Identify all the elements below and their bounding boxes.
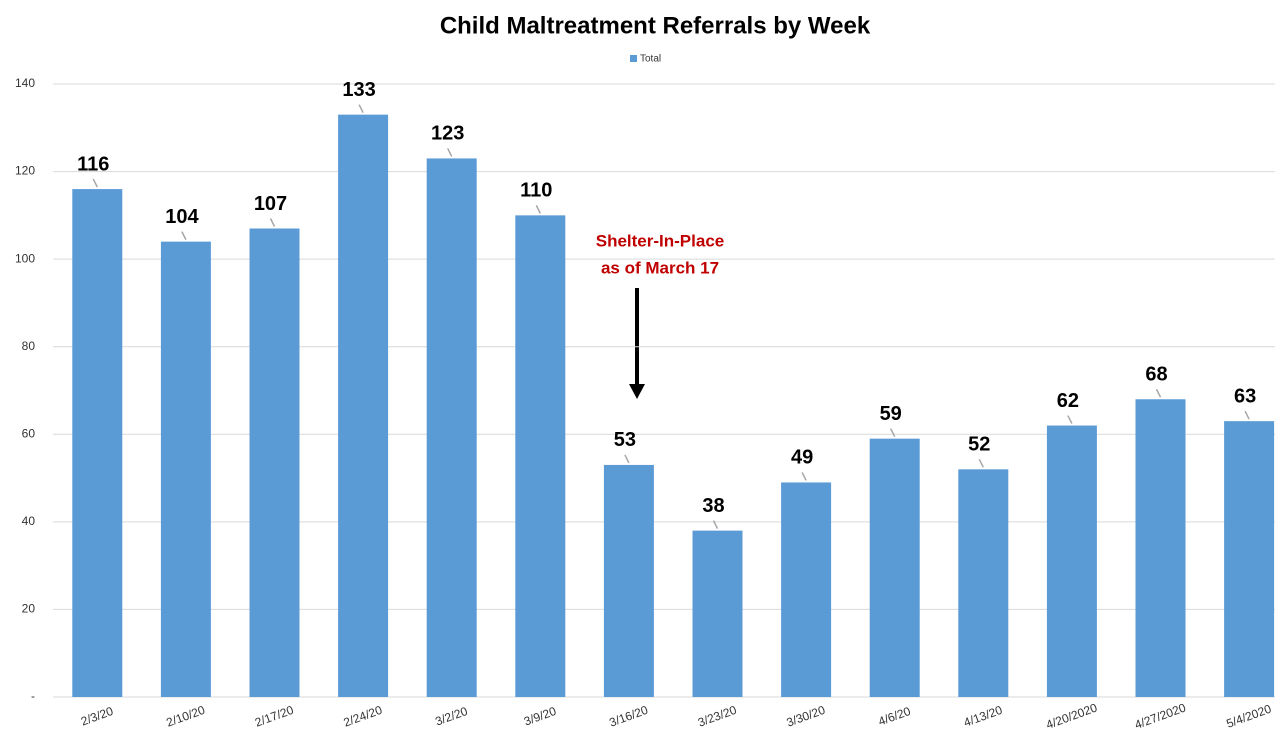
data-label: 59 <box>880 403 902 425</box>
x-tick-label: 2/3/20 <box>79 704 115 729</box>
y-tick-label: 120 <box>15 164 35 178</box>
chart-title: Child Maltreatment Referrals by Week <box>440 12 871 39</box>
x-tick-label: 4/20/2020 <box>1044 700 1099 732</box>
x-tick-label: 2/17/20 <box>253 703 296 730</box>
x-tick-label: 4/27/2020 <box>1133 700 1188 732</box>
label-leader <box>358 104 364 113</box>
y-tick-label: 20 <box>22 602 36 616</box>
data-label: 38 <box>702 495 724 517</box>
data-label: 123 <box>431 123 464 145</box>
data-label: 110 <box>520 180 552 202</box>
x-tick-label: 2/24/20 <box>342 703 385 730</box>
label-leader <box>890 428 896 437</box>
data-label: 52 <box>968 434 990 456</box>
x-tick-label: 4/13/20 <box>962 703 1005 730</box>
y-tick-label: - <box>31 689 35 703</box>
label-leader <box>535 205 541 214</box>
y-tick-label: 60 <box>22 426 36 440</box>
bar <box>515 215 566 697</box>
bar <box>249 228 300 697</box>
data-label: 116 <box>77 153 109 175</box>
data-label: 68 <box>1145 364 1167 386</box>
annotation: Shelter-In-Place <box>596 231 725 250</box>
bar <box>692 530 743 697</box>
bar <box>1135 399 1186 697</box>
label-leader <box>1155 388 1162 398</box>
legend-label: Total <box>640 54 661 65</box>
data-label: 63 <box>1234 385 1256 407</box>
x-tick-label: 3/30/20 <box>785 703 828 730</box>
label-leader <box>447 148 453 157</box>
bar <box>603 464 654 697</box>
label-leader <box>92 178 98 188</box>
data-label: 62 <box>1057 390 1079 412</box>
label-leader <box>801 472 807 481</box>
label-leader <box>1067 415 1073 424</box>
bar <box>426 158 477 697</box>
y-tick-label: 80 <box>22 339 36 353</box>
data-label: 107 <box>254 193 287 215</box>
label-leader <box>978 458 984 468</box>
x-tick-label: 2/10/20 <box>164 703 207 730</box>
x-tick-label: 3/23/20 <box>696 703 739 730</box>
bar <box>160 241 211 697</box>
x-tick-label: 4/6/20 <box>876 704 912 729</box>
data-label: 49 <box>791 447 813 469</box>
y-tick-label: 100 <box>15 251 35 265</box>
annotation-arrowhead <box>629 384 645 399</box>
bar <box>958 469 1009 697</box>
data-label: 133 <box>342 79 375 101</box>
bar <box>781 482 832 697</box>
data-label: 104 <box>165 206 199 228</box>
data-label: 53 <box>614 429 636 451</box>
x-tick-label: 3/9/20 <box>522 704 558 729</box>
bar <box>72 189 123 698</box>
bar <box>1224 421 1275 697</box>
legend-swatch <box>630 55 637 62</box>
annotation: as of March 17 <box>601 258 719 277</box>
x-tick-label: 5/4/2020 <box>1224 702 1273 731</box>
label-leader <box>269 218 276 227</box>
bar <box>338 114 389 697</box>
label-leader <box>181 231 187 240</box>
label-leader <box>1244 410 1250 420</box>
y-tick-label: 40 <box>22 514 36 528</box>
bar <box>869 438 920 697</box>
x-tick-label: 3/16/20 <box>607 703 650 730</box>
bar <box>1046 425 1097 697</box>
label-leader <box>712 520 719 529</box>
x-tick-label: 3/2/20 <box>433 704 469 729</box>
label-leader <box>624 454 630 464</box>
y-tick-label: 140 <box>15 76 35 90</box>
